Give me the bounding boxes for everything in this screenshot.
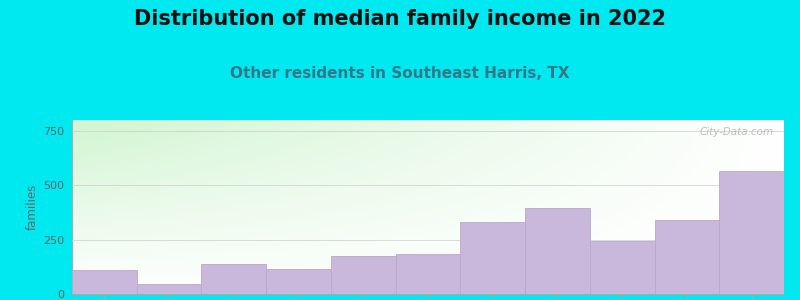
Bar [590,241,654,294]
Y-axis label: families: families [26,184,39,230]
Text: Distribution of median family income in 2022: Distribution of median family income in … [134,9,666,29]
Bar [719,171,784,294]
Bar [460,222,525,294]
Text: City-Data.com: City-Data.com [699,127,774,137]
Bar [654,220,719,294]
Bar [266,269,331,294]
Bar [72,270,137,294]
Bar [202,263,266,294]
Bar [331,256,396,294]
Bar [396,254,460,294]
Bar [137,284,202,294]
Text: Other residents in Southeast Harris, TX: Other residents in Southeast Harris, TX [230,66,570,81]
Bar [525,208,590,294]
